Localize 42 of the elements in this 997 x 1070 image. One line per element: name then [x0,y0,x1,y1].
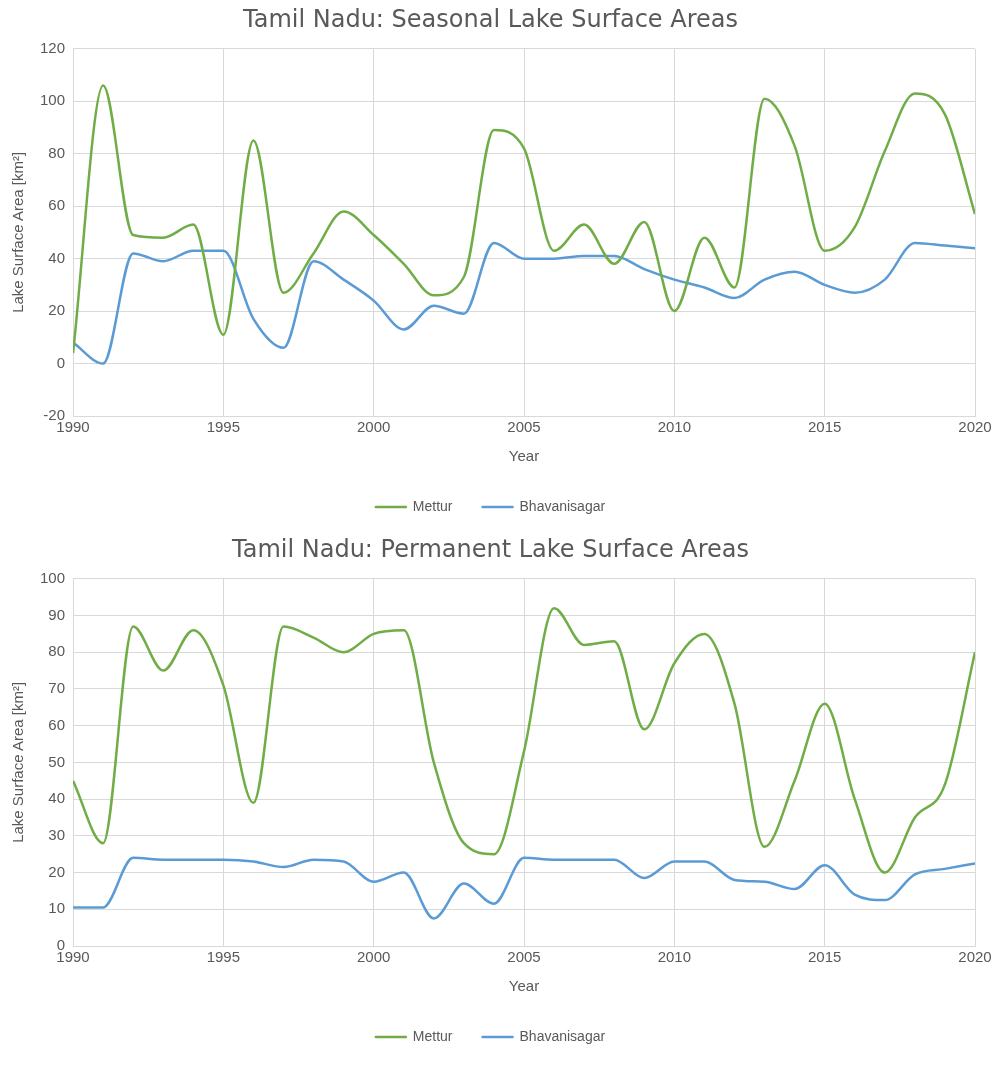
x-tick-label: 2010 [657,418,692,436]
x-tick-label: 2020 [958,418,992,436]
y-tick-label: 120 [40,38,66,56]
y-tick-label: 70 [48,679,66,697]
chart-title: Tamil Nadu: Permanent Lake Surface Areas [230,534,750,563]
line-series [73,856,975,920]
y-tick-label: 20 [48,301,66,319]
line-series [73,241,975,365]
legend-label: Mettur [412,497,453,514]
legend-label: Bhavanisagar [519,1027,606,1044]
legend-label: Mettur [412,1027,453,1044]
y-tick-label: 10 [48,899,66,917]
y-tick-label: 40 [48,248,66,266]
y-tick-label: 100 [40,568,66,586]
line-series [73,606,975,874]
y-tick-label: 90 [48,605,66,623]
y-tick-label: 80 [48,143,66,161]
y-tick-label: 60 [48,715,66,733]
x-tick-label: 2010 [657,948,692,966]
x-tick-label: 1995 [206,948,241,966]
chart-title: Tamil Nadu: Seasonal Lake Surface Areas [242,4,738,33]
x-tick-label: 2020 [958,948,992,966]
y-axis-title: Lake Surface Area [km²] [9,151,27,313]
x-tick-label: 2015 [807,948,842,966]
legend-label: Bhavanisagar [519,497,606,514]
y-tick-label: 20 [48,862,66,880]
x-axis-title: Year [508,447,540,465]
x-tick-label: 2000 [357,948,391,966]
y-tick-label: 0 [56,353,66,371]
y-tick-label: 80 [48,642,66,660]
x-tick-label: 2005 [507,418,541,436]
x-tick-label: 2005 [507,948,541,966]
y-tick-label: 50 [48,752,66,770]
y-tick-label: 60 [48,196,66,214]
x-tick-label: 2000 [357,418,391,436]
y-axis-title: Lake Surface Area [km²] [9,681,27,843]
y-tick-label: 100 [40,91,66,109]
y-tick-label: 30 [48,825,66,843]
x-tick-label: 1995 [206,418,241,436]
x-tick-label: 2015 [807,418,842,436]
x-axis-title: Year [508,977,540,995]
y-tick-label: 40 [48,789,66,807]
